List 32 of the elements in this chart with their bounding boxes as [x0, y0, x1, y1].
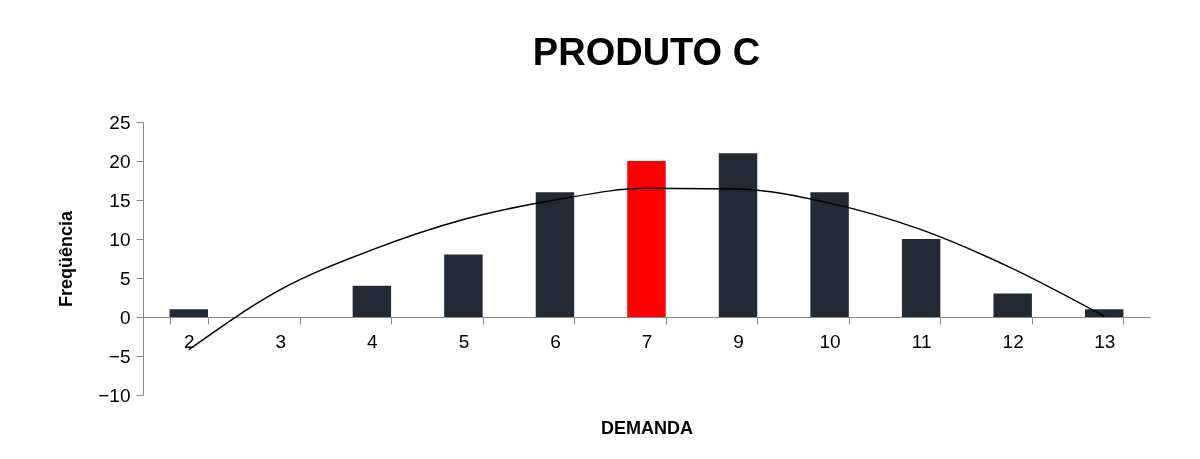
y-tick-label: 5	[119, 267, 131, 289]
x-tick-label: 2	[183, 330, 195, 352]
x-tick-label: 11	[911, 330, 932, 352]
y-axis-title: Freqüência	[56, 210, 77, 308]
y-tick-label: 25	[109, 111, 131, 133]
bar	[993, 293, 1032, 317]
bar	[169, 309, 208, 317]
bar	[444, 254, 483, 317]
x-tick-label: 9	[733, 330, 744, 352]
bar	[901, 239, 941, 317]
x-tick-label: 6	[550, 330, 561, 352]
y-tick-label: 0	[119, 306, 131, 328]
bar	[1085, 309, 1124, 317]
y-tick-label: 15	[109, 189, 131, 211]
x-tick-label: 13	[1094, 330, 1116, 352]
y-tick-label: 10	[109, 228, 131, 250]
x-axis-title: DEMANDA	[601, 417, 693, 438]
bar	[810, 192, 849, 317]
bar	[535, 192, 575, 317]
y-tick-label: −5	[108, 345, 131, 367]
bar	[718, 153, 758, 317]
y-tick-label: −10	[98, 384, 131, 406]
x-tick-label: 4	[367, 330, 379, 352]
x-tick-label: 5	[458, 330, 470, 352]
y-tick-label: 20	[109, 150, 131, 172]
x-tick-label: 10	[819, 330, 841, 352]
x-tick-label: 7	[641, 330, 653, 352]
x-tick-label: 3	[275, 330, 287, 352]
bar	[627, 161, 666, 317]
chart-title: PRODUTO C	[532, 31, 761, 73]
x-tick-label: 12	[1002, 330, 1024, 352]
bar	[352, 285, 392, 317]
